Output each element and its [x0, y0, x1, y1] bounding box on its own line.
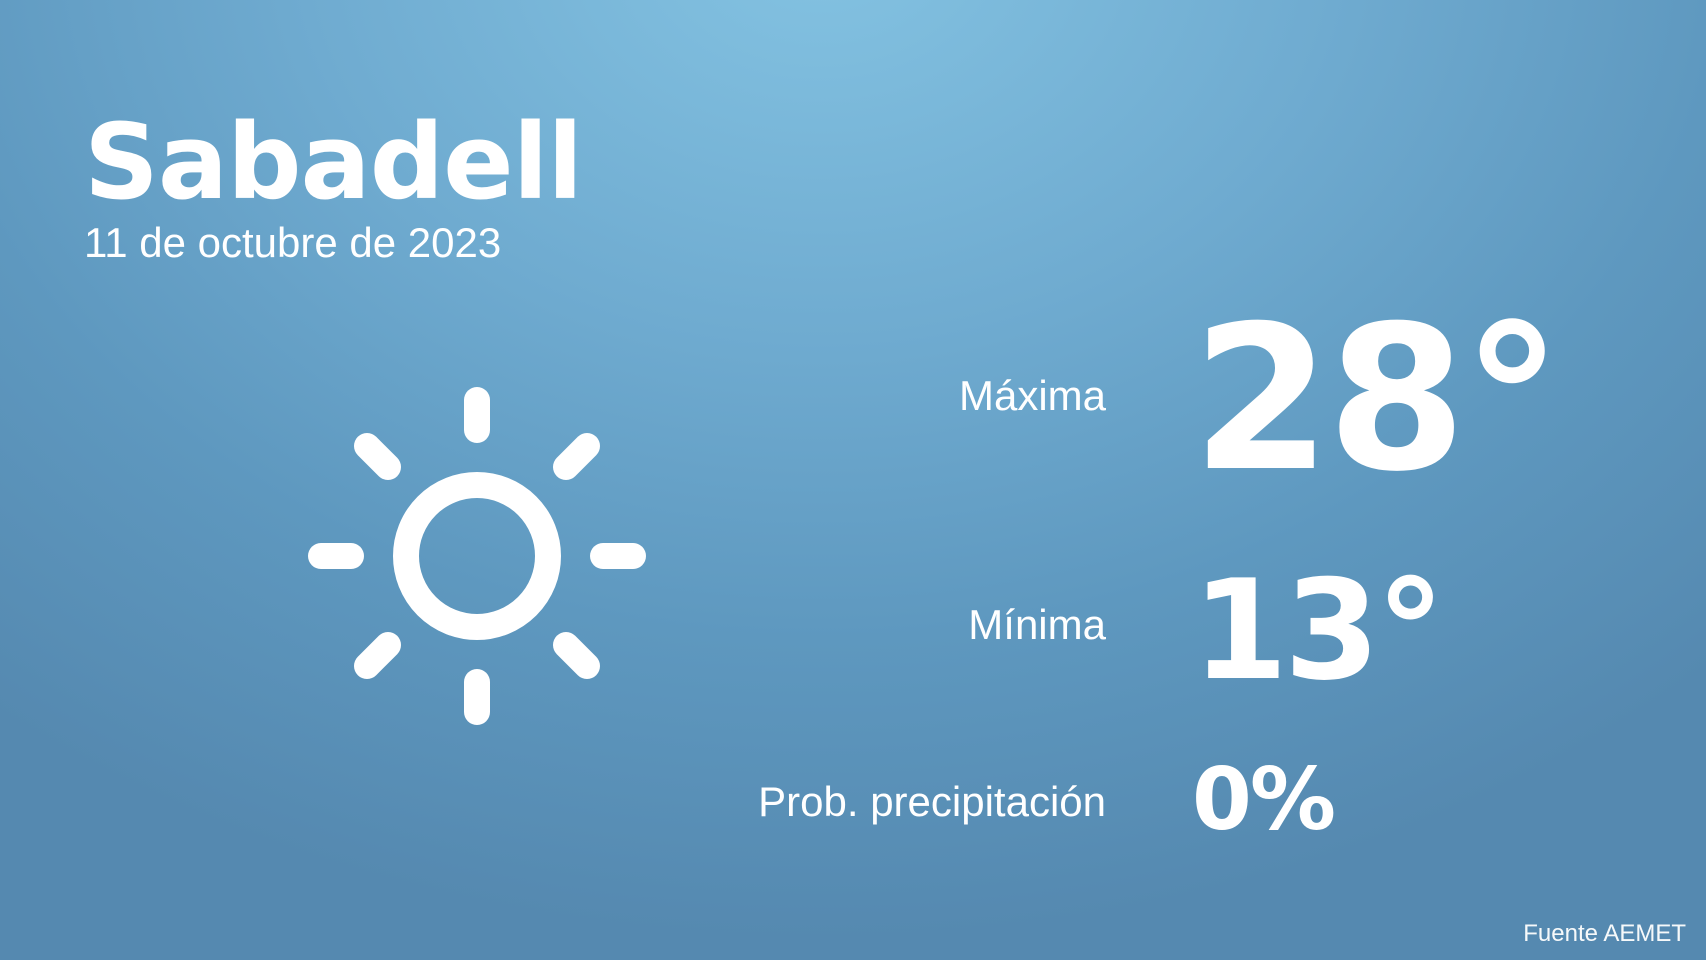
sun-icon: [308, 387, 646, 725]
forecast-date: 11 de octubre de 2023: [84, 219, 502, 266]
max-temp: 28°: [1192, 283, 1562, 516]
max-label: Máxima: [958, 372, 1106, 419]
source-credit: Fuente AEMET: [1523, 920, 1686, 947]
city-title: Sabadell: [84, 101, 583, 223]
min-label: Mínima: [968, 601, 1106, 648]
min-temp: 13°: [1192, 550, 1445, 711]
precip-label: Prob. precipitación: [758, 778, 1106, 825]
precip-value: 0%: [1192, 750, 1336, 850]
